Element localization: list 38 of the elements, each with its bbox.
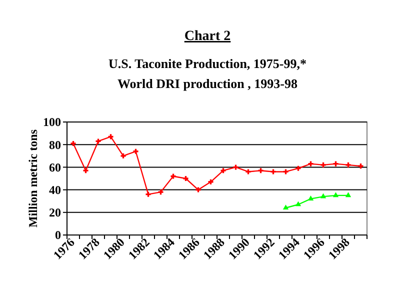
point: [283, 169, 288, 174]
point: [170, 174, 176, 179]
point: [320, 193, 326, 198]
point: [208, 179, 214, 184]
point: [158, 190, 164, 195]
y-tick-label: 20: [49, 206, 61, 220]
point: [346, 162, 351, 168]
point: [282, 204, 289, 210]
point: [258, 168, 264, 174]
y-tick-label: 60: [49, 160, 61, 174]
point: [296, 166, 301, 171]
point: [196, 187, 201, 192]
y-tick-label: 0: [55, 228, 61, 242]
point: [133, 148, 138, 154]
y-tick-label: 80: [49, 138, 61, 152]
point: [246, 169, 251, 174]
chart-title: Chart 2: [184, 29, 231, 44]
point: [183, 176, 188, 182]
point: [333, 161, 338, 166]
point: [146, 192, 151, 197]
point: [270, 169, 276, 174]
point: [345, 192, 352, 198]
chart-subtitle: U.S. Taconite Production, 1975-99,* World DRI production , 1993-98: [108, 56, 307, 91]
point: [332, 192, 339, 198]
point: [96, 138, 101, 144]
point: [295, 201, 302, 206]
point: [358, 164, 364, 169]
point: [308, 161, 314, 166]
y-tick-label: 100: [43, 115, 61, 130]
y-axis-title: Million metric tons: [26, 129, 40, 228]
point: [320, 162, 326, 168]
point: [120, 153, 126, 158]
point: [233, 164, 238, 170]
point: [83, 168, 88, 174]
y-tick-label: 40: [49, 183, 61, 197]
point: [220, 168, 226, 174]
point: [108, 134, 114, 140]
point: [70, 140, 76, 146]
